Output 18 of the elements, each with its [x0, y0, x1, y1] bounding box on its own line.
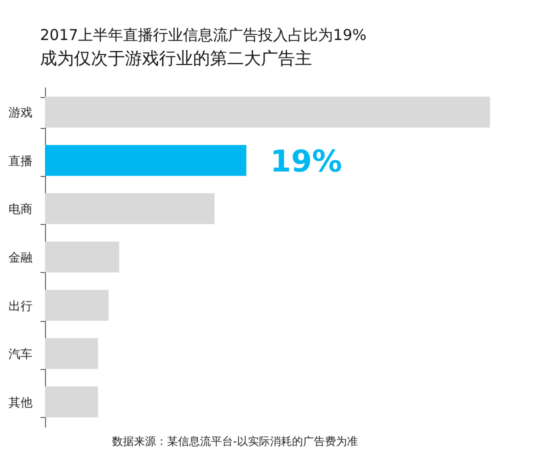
chart-subtitle: 成为仅次于游戏行业的第二大广告主 — [40, 49, 312, 69]
y-tick-label: 其他 — [8, 395, 32, 410]
bar — [45, 193, 215, 224]
bar — [45, 386, 98, 418]
y-tick-label: 直播 — [8, 154, 32, 168]
bar — [45, 338, 98, 370]
bar — [45, 96, 490, 128]
source-note: 数据来源：某信息流平台-以实际消耗的广告费为准 — [111, 434, 359, 449]
bar — [45, 242, 120, 272]
y-tick-label: 电商 — [8, 202, 32, 216]
bar — [45, 290, 109, 321]
y-tick-label: 出行 — [8, 298, 32, 313]
data-label: 19% — [270, 144, 342, 180]
y-tick-label: 汽车 — [8, 347, 32, 362]
chart-title: 2017上半年直播行业信息流广告投入占比为19% — [40, 26, 367, 44]
y-tick-label: 游戏 — [8, 106, 32, 120]
bar — [45, 144, 246, 176]
y-tick-label: 金融 — [8, 250, 32, 264]
